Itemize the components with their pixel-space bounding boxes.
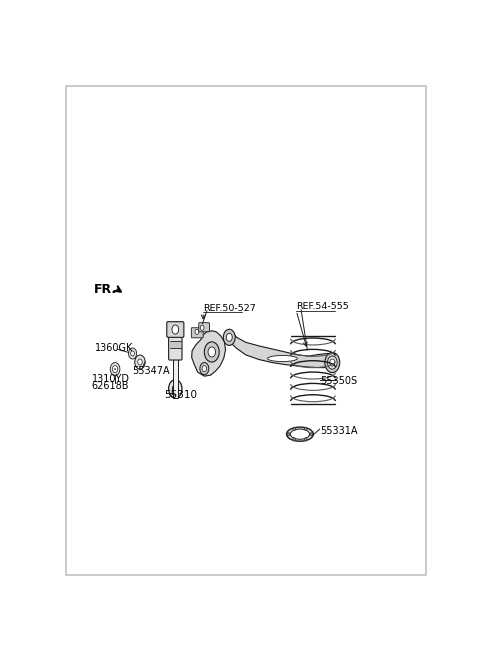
Circle shape bbox=[200, 326, 204, 330]
Text: 55347A: 55347A bbox=[132, 366, 170, 376]
Circle shape bbox=[304, 427, 307, 431]
Circle shape bbox=[310, 432, 313, 436]
Circle shape bbox=[327, 356, 337, 369]
Polygon shape bbox=[227, 332, 336, 367]
Ellipse shape bbox=[287, 427, 313, 441]
Circle shape bbox=[195, 329, 199, 334]
Circle shape bbox=[129, 348, 137, 359]
Circle shape bbox=[204, 342, 219, 362]
Circle shape bbox=[168, 380, 182, 398]
Text: 1310YD: 1310YD bbox=[92, 374, 130, 384]
FancyBboxPatch shape bbox=[199, 323, 210, 332]
Circle shape bbox=[208, 347, 216, 357]
Ellipse shape bbox=[290, 429, 310, 440]
Circle shape bbox=[223, 329, 235, 345]
Text: 62618B: 62618B bbox=[92, 381, 129, 391]
Text: 55310: 55310 bbox=[164, 390, 197, 400]
Circle shape bbox=[114, 368, 116, 370]
Text: 55331A: 55331A bbox=[321, 426, 358, 436]
Text: REF.54-555: REF.54-555 bbox=[296, 302, 349, 311]
Text: REF.50-527: REF.50-527 bbox=[203, 303, 256, 312]
FancyBboxPatch shape bbox=[173, 358, 178, 398]
Circle shape bbox=[304, 438, 307, 441]
Text: 55350S: 55350S bbox=[321, 376, 358, 386]
Circle shape bbox=[325, 352, 340, 373]
Circle shape bbox=[172, 384, 179, 393]
Polygon shape bbox=[192, 331, 226, 376]
Circle shape bbox=[330, 359, 335, 366]
Circle shape bbox=[293, 427, 296, 431]
Circle shape bbox=[135, 355, 145, 369]
Circle shape bbox=[110, 363, 120, 376]
FancyBboxPatch shape bbox=[168, 334, 182, 360]
FancyBboxPatch shape bbox=[167, 322, 184, 337]
Text: FR.: FR. bbox=[94, 283, 117, 296]
Circle shape bbox=[200, 363, 209, 375]
Circle shape bbox=[226, 333, 232, 341]
Ellipse shape bbox=[267, 356, 297, 362]
Circle shape bbox=[293, 438, 296, 441]
FancyBboxPatch shape bbox=[192, 328, 203, 338]
Circle shape bbox=[138, 359, 142, 365]
Circle shape bbox=[172, 325, 179, 334]
Text: 1360GK: 1360GK bbox=[96, 343, 134, 354]
Circle shape bbox=[202, 365, 206, 371]
Circle shape bbox=[287, 432, 290, 436]
Circle shape bbox=[112, 365, 118, 373]
Circle shape bbox=[131, 351, 134, 356]
Bar bbox=[170, 341, 181, 348]
